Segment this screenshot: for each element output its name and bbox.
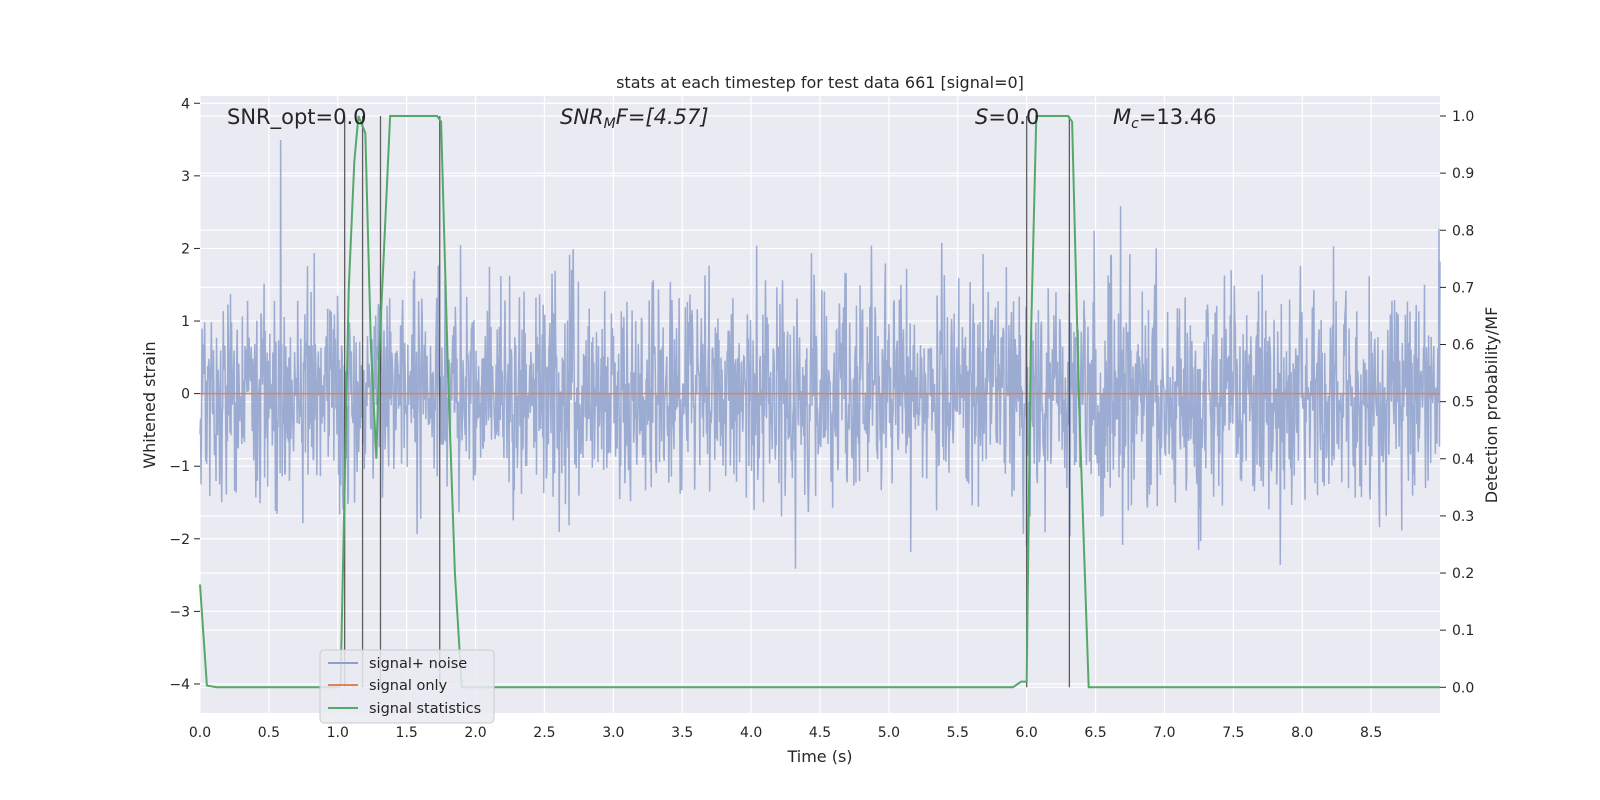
x-tick-label-11: 5.5 (947, 725, 969, 741)
x-tick-label-10: 5.0 (878, 725, 900, 741)
y-right-tick-label-10: 0.0 (1452, 680, 1474, 696)
x-tick-label-12: 6.0 (1016, 725, 1038, 741)
y-left-tick-label-0: 4 (181, 96, 190, 112)
y-right-tick-label-8: 0.2 (1452, 566, 1474, 582)
legend-label-signal-noise: signal+ noise (369, 656, 467, 672)
y-axis-left-ticks: 4 3 2 1 0 −1 −2 −3 −4 (169, 96, 200, 693)
signal-noise-line (199, 139, 1441, 569)
series-signal-noise (199, 139, 1441, 569)
y-left-tick-label-7: −3 (169, 604, 190, 620)
y-left-tick-label-8: −4 (169, 677, 190, 693)
x-tick-label-16: 8.0 (1291, 725, 1313, 741)
y-right-tick-label-9: 0.1 (1452, 623, 1474, 639)
x-tick-label-5: 2.5 (533, 725, 555, 741)
y-left-tick-label-2: 2 (181, 241, 190, 257)
x-tick-label-4: 2.0 (464, 725, 486, 741)
vertical-markers (344, 115, 1071, 688)
y-right-tick-label-4: 0.6 (1452, 338, 1474, 354)
y-right-tick-label-0: 1.0 (1452, 109, 1474, 125)
y-axis-right-label: Detection probability/MF (1482, 307, 1501, 504)
x-tick-label-7: 3.5 (671, 725, 693, 741)
y-right-tick-label-3: 0.7 (1452, 280, 1474, 296)
y-right-tick-label-6: 0.4 (1452, 452, 1474, 468)
y-left-tick-label-5: −1 (169, 459, 190, 475)
y-axis-right-ticks: 1.0 0.9 0.8 0.7 0.6 0.5 0.4 0.3 0.2 0.1 0.0 (1440, 109, 1474, 696)
x-tick-label-3: 1.5 (396, 725, 418, 741)
x-tick-label-6: 3.0 (602, 725, 624, 741)
x-tick-label-9: 4.5 (809, 725, 831, 741)
x-tick-label-14: 7.0 (1153, 725, 1175, 741)
y-right-tick-label-2: 0.8 (1452, 223, 1474, 239)
legend-label-signal-only: signal only (369, 678, 448, 694)
series-signal-statistics (199, 115, 1440, 689)
y-axis-left-label: Whitened strain (140, 341, 159, 468)
x-tick-label-1: 0.5 (258, 725, 280, 741)
y-right-tick-label-7: 0.3 (1452, 509, 1474, 525)
x-tick-label-17: 8.5 (1360, 725, 1382, 741)
y-left-tick-label-3: 1 (181, 314, 190, 330)
y-left-tick-label-4: 0 (181, 387, 190, 403)
legend-label-signal-statistics: signal statistics (369, 701, 481, 717)
x-tick-label-8: 4.0 (740, 725, 762, 741)
x-tick-label-2: 1.0 (327, 725, 349, 741)
annotation-snr-mf: SNRMF=[4.57] (560, 105, 709, 132)
y-right-tick-label-5: 0.5 (1452, 395, 1474, 411)
y-left-tick-label-6: −2 (169, 532, 190, 548)
x-tick-label-15: 7.5 (1222, 725, 1244, 741)
signal-statistics-line (199, 115, 1440, 689)
x-tick-label-0: 0.0 (189, 725, 211, 741)
chart-title: stats at each timestep for test data 661… (616, 73, 1024, 92)
legend: signal+ noise signal only signal statist… (319, 649, 495, 724)
x-axis-label: Time (s) (786, 747, 852, 766)
x-axis-ticks: 0.0 0.5 1.0 1.5 2.0 2.5 3.0 3.5 4.0 4.5 5.0 5.5 6.0 6… (189, 725, 1382, 741)
legend-box (319, 649, 495, 724)
annotation-s: S=0.0 (975, 105, 1039, 129)
y-right-tick-label-1: 0.9 (1452, 166, 1474, 182)
annotation-snr-opt: SNR_opt=0.0 (227, 105, 367, 130)
y-left-tick-label-1: 3 (181, 169, 190, 185)
annotation-mc: Mc=13.46 (1113, 105, 1217, 132)
x-tick-label-13: 6.5 (1084, 725, 1106, 741)
